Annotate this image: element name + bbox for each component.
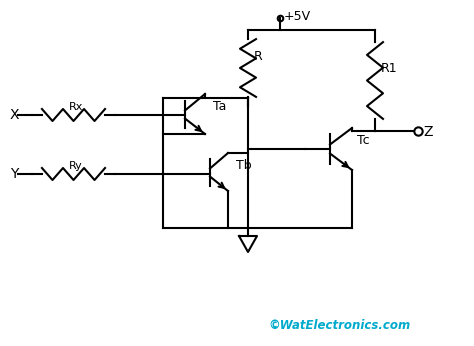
Text: Tb: Tb [236, 159, 252, 172]
Text: X: X [10, 108, 19, 122]
Text: Y: Y [10, 167, 18, 181]
Text: Rx: Rx [69, 102, 83, 112]
Text: +5V: +5V [284, 10, 311, 23]
Text: Z: Z [423, 125, 432, 139]
Text: Ry: Ry [69, 161, 82, 171]
Text: R: R [254, 50, 263, 63]
Text: Tc: Tc [357, 134, 370, 147]
Text: ©WatElectronics.com: ©WatElectronics.com [269, 319, 411, 332]
Text: R1: R1 [381, 63, 398, 75]
Text: Ta: Ta [213, 100, 227, 113]
